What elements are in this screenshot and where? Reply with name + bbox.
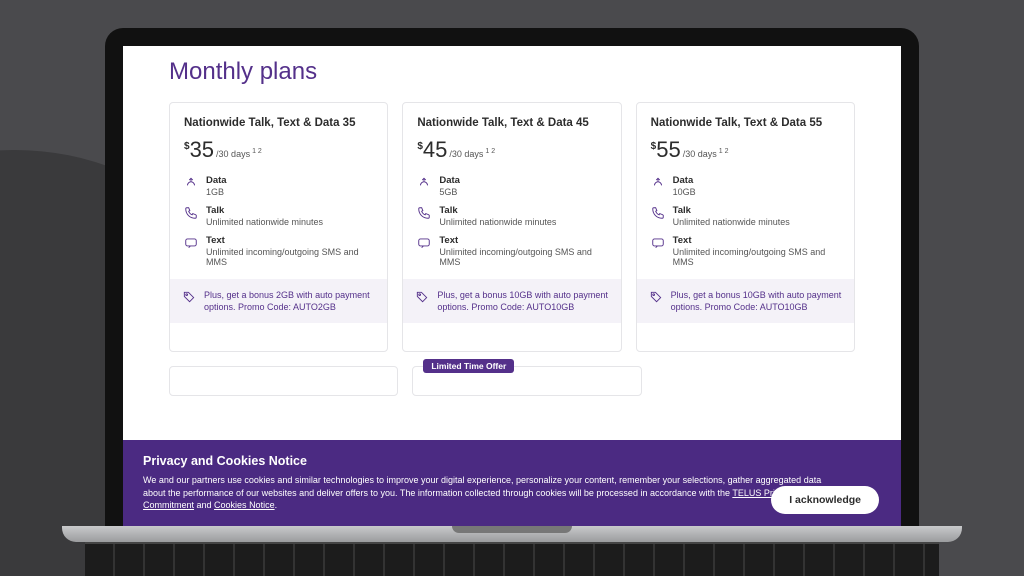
text-icon <box>651 236 665 250</box>
plan-name: Nationwide Talk, Text & Data 45 <box>417 117 606 129</box>
text-icon <box>184 236 198 250</box>
acknowledge-button[interactable]: I acknowledge <box>771 486 879 514</box>
plan-card[interactable] <box>169 366 398 396</box>
plan-name: Nationwide Talk, Text & Data 35 <box>184 117 373 129</box>
cookie-title: Privacy and Cookies Notice <box>143 454 873 468</box>
promo-banner: Plus, get a bonus 10GB with auto payment… <box>637 279 854 323</box>
cookie-banner: Privacy and Cookies Notice We and our pa… <box>123 440 901 526</box>
laptop-frame: Monthly plans Nationwide Talk, Text & Da… <box>105 28 919 576</box>
plan-price: $ 35 /30 days 1 2 <box>184 139 373 161</box>
plan-card[interactable]: Nationwide Talk, Text & Data 55 $ 55 /30… <box>636 102 855 352</box>
feature-label: Talk <box>206 205 323 216</box>
plan-name: Nationwide Talk, Text & Data 55 <box>651 117 840 129</box>
tag-icon <box>415 290 429 304</box>
cookies-notice-link[interactable]: Cookies Notice <box>214 500 275 510</box>
feature-label: Data <box>206 175 227 186</box>
browser-viewport: Monthly plans Nationwide Talk, Text & Da… <box>123 46 901 526</box>
feature-desc: Unlimited nationwide minutes <box>206 217 323 227</box>
cookie-body: We and our partners use cookies and simi… <box>143 474 843 512</box>
plan-price: $ 55 /30 days 1 2 <box>651 139 840 161</box>
tag-icon <box>649 290 663 304</box>
talk-icon <box>651 206 665 220</box>
promo-banner: Plus, get a bonus 10GB with auto payment… <box>403 279 620 323</box>
promo-banner: Plus, get a bonus 2GB with auto payment … <box>170 279 387 323</box>
talk-icon <box>184 206 198 220</box>
page-title: Monthly plans <box>169 58 855 86</box>
data-icon <box>651 176 665 190</box>
laptop-keyboard <box>85 542 939 576</box>
feature-desc: 1GB <box>206 187 227 197</box>
data-icon <box>184 176 198 190</box>
feature-label: Text <box>206 235 373 246</box>
data-icon <box>417 176 431 190</box>
text-icon <box>417 236 431 250</box>
plan-card[interactable]: Limited Time Offer <box>412 366 641 396</box>
laptop-base <box>62 526 962 542</box>
plan-grid: Nationwide Talk, Text & Data 35 $ 35 /30… <box>169 102 855 352</box>
mockup-stage: Monthly plans Nationwide Talk, Text & Da… <box>0 0 1024 576</box>
feature-desc: Unlimited incoming/outgoing SMS and MMS <box>206 247 373 267</box>
plan-grid-row2: Limited Time Offer <box>169 366 855 396</box>
plan-price: $ 45 /30 days 1 2 <box>417 139 606 161</box>
tag-icon <box>182 290 196 304</box>
talk-icon <box>417 206 431 220</box>
limited-time-badge: Limited Time Offer <box>423 359 514 373</box>
plan-card[interactable]: Nationwide Talk, Text & Data 35 $ 35 /30… <box>169 102 388 352</box>
plan-card[interactable]: Nationwide Talk, Text & Data 45 $ 45 /30… <box>402 102 621 352</box>
